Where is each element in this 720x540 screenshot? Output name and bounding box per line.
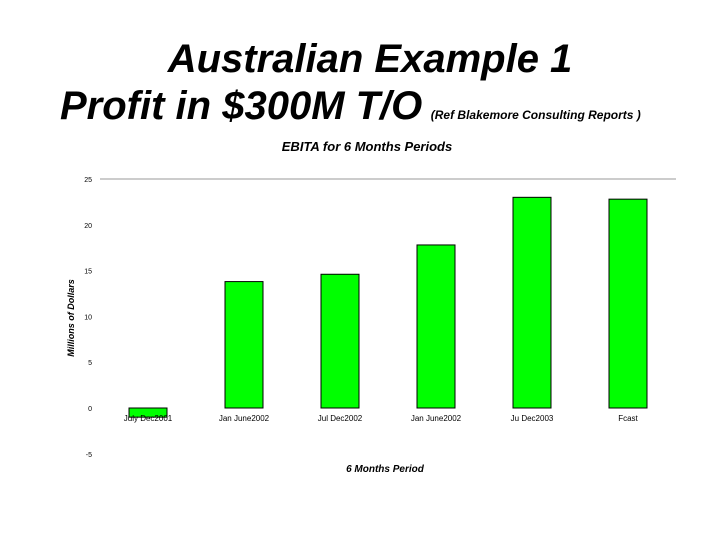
slide-reference-note: (Ref Blakemore Consulting Reports ) xyxy=(430,108,641,122)
x-tick-label: Jan June2002 xyxy=(219,414,270,423)
bar xyxy=(512,196,552,409)
y-tick-label: 10 xyxy=(84,314,92,321)
y-tick-label: 25 xyxy=(84,177,92,184)
y-axis-label: Millions of Dollars xyxy=(66,279,76,357)
x-tick-label: Jan June2002 xyxy=(411,414,462,423)
x-axis-label: 6 Months Period xyxy=(346,464,425,475)
chart-title: EBITA for 6 Months Periods xyxy=(282,139,452,154)
bar xyxy=(224,281,264,409)
bar xyxy=(416,244,456,409)
y-tick-label: 15 xyxy=(84,269,92,276)
y-tick-label: 5 xyxy=(88,360,92,367)
bar xyxy=(320,273,360,409)
x-tick-label: July Dec2001 xyxy=(124,414,173,423)
x-tick-label: Fcast xyxy=(618,414,638,423)
bar xyxy=(608,198,648,409)
x-tick-label: Ju Dec2003 xyxy=(511,414,554,423)
y-tick-label: 0 xyxy=(88,406,92,413)
x-tick-label: Jul Dec2002 xyxy=(318,414,363,423)
slide-title-line2-group: Profit in $300M T/O (Ref Blakemore Consu… xyxy=(60,82,641,139)
slide-title-line2: Profit in $300M T/O xyxy=(60,84,423,128)
bar xyxy=(128,407,168,418)
y-tick-label: -5 xyxy=(86,452,92,459)
slide-title-line1: Australian Example 1 xyxy=(167,37,573,81)
y-tick-label: 20 xyxy=(84,223,92,230)
